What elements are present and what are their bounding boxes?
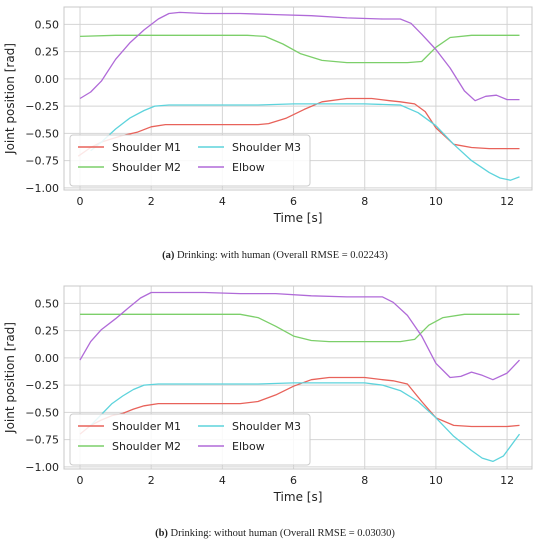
chart-b-y-tick-label: 0.00 xyxy=(35,352,60,365)
chart-a-y-axis-label: Joint position [rad] xyxy=(3,43,17,155)
chart-a-x-tick-label: 0 xyxy=(77,195,84,208)
chart-a-x-tick-label: 4 xyxy=(219,195,226,208)
caption-text-b: Drinking: without human (Overall RMSE = … xyxy=(170,528,395,539)
chart-a-y-tick-label: 0.25 xyxy=(35,46,60,59)
chart-b-y-tick-label: −1.00 xyxy=(25,461,59,474)
chart-b-y-tick-label: 0.50 xyxy=(35,297,60,310)
chart-b-x-tick-label: 12 xyxy=(500,474,514,487)
chart-b-legend xyxy=(69,413,311,466)
chart-a-legend-label-shoulder-m2: Shoulder M2 xyxy=(112,161,181,174)
chart-b-frame xyxy=(63,285,533,470)
chart-a-legend-label-shoulder-m1: Shoulder M1 xyxy=(112,141,181,154)
chart-a-x-tick-label: 6 xyxy=(290,195,297,208)
caption-label-b: (b) xyxy=(155,528,168,539)
chart-a-x-tick-label: 2 xyxy=(148,195,155,208)
chart-b-y-axis-label: Joint position [rad] xyxy=(3,322,17,434)
chart-b-x-tick-label: 0 xyxy=(77,474,84,487)
chart-b-x-tick-label: 8 xyxy=(361,474,368,487)
chart-b-legend-label-shoulder-m2: Shoulder M2 xyxy=(112,440,181,453)
chart-a-y-tick-label: −1.00 xyxy=(25,182,59,195)
chart-b-y-tick-label: −0.50 xyxy=(25,406,59,419)
chart-b-x-tick-label: 6 xyxy=(290,474,297,487)
chart-svg-b: 0 2 4 6 8 10 12 −1.00 −0.75 −0.50 −0.25 0.00 0.25 0.5… xyxy=(3,285,533,504)
chart-b-series-shoulder-m3 xyxy=(90,382,521,463)
chart-a-series-shoulder-m3 xyxy=(90,103,520,181)
chart-b-legend-label-elbow: Elbow xyxy=(232,440,265,453)
chart-panel-b: 0 2 4 6 8 10 12 −1.00 −0.75 −0.50 −0.25 0.00 0.25 0.5… xyxy=(0,283,550,516)
chart-b-legend-label-shoulder-m3: Shoulder M3 xyxy=(232,420,301,433)
chart-a-series-elbow xyxy=(79,11,520,102)
chart-a-x-axis-label: Time [s] xyxy=(273,211,323,225)
chart-b-y-tick-label: 0.25 xyxy=(35,325,60,338)
chart-b-x-tick-label: 2 xyxy=(148,474,155,487)
caption-label-a: (a) xyxy=(162,250,175,261)
chart-a-y-tick-label: −0.50 xyxy=(25,127,59,140)
chart-a-y-tick-label: 0.50 xyxy=(35,18,60,31)
chart-b-y-tick-label: −0.25 xyxy=(25,379,59,392)
chart-a-y-tick-label: −0.25 xyxy=(25,100,59,113)
chart-b-legend-label-shoulder-m1: Shoulder M1 xyxy=(112,420,181,433)
chart-b-series-elbow xyxy=(79,291,520,381)
caption-text-a: Drinking: with human (Overall RMSE = 0.0… xyxy=(176,250,388,261)
chart-a-legend xyxy=(69,134,311,187)
chart-panel-a: 0 2 4 6 8 10 12 −1.00 −0.75 −0.50 −0.25 0.00 0.25 0.5… xyxy=(0,4,550,237)
chart-a-y-tick-label: −0.75 xyxy=(25,155,59,168)
chart-a-frame xyxy=(63,6,533,191)
chart-a-x-tick-label: 10 xyxy=(429,195,443,208)
chart-b-x-axis-label: Time [s] xyxy=(273,490,323,504)
caption-a: (a) Drinking: with human (Overall RMSE =… xyxy=(0,250,550,261)
chart-b-x-tick-label: 4 xyxy=(219,474,226,487)
chart-a-x-tick-label: 8 xyxy=(361,195,368,208)
chart-a-y-tick-label: 0.00 xyxy=(35,73,60,86)
chart-a-x-tick-label: 12 xyxy=(500,195,514,208)
chart-a-legend-label-elbow: Elbow xyxy=(232,161,265,174)
chart-a-series-shoulder-m2 xyxy=(79,34,520,64)
chart-b-series-shoulder-m2 xyxy=(80,313,520,343)
chart-svg-a: 0 2 4 6 8 10 12 −1.00 −0.75 −0.50 −0.25 0.00 0.25 0.5… xyxy=(3,6,533,225)
chart-b-y-tick-label: −0.75 xyxy=(25,434,59,447)
chart-b-x-tick-label: 10 xyxy=(429,474,443,487)
caption-b: (b) Drinking: without human (Overall RMS… xyxy=(0,528,550,539)
chart-a-legend-label-shoulder-m3: Shoulder M3 xyxy=(232,141,301,154)
